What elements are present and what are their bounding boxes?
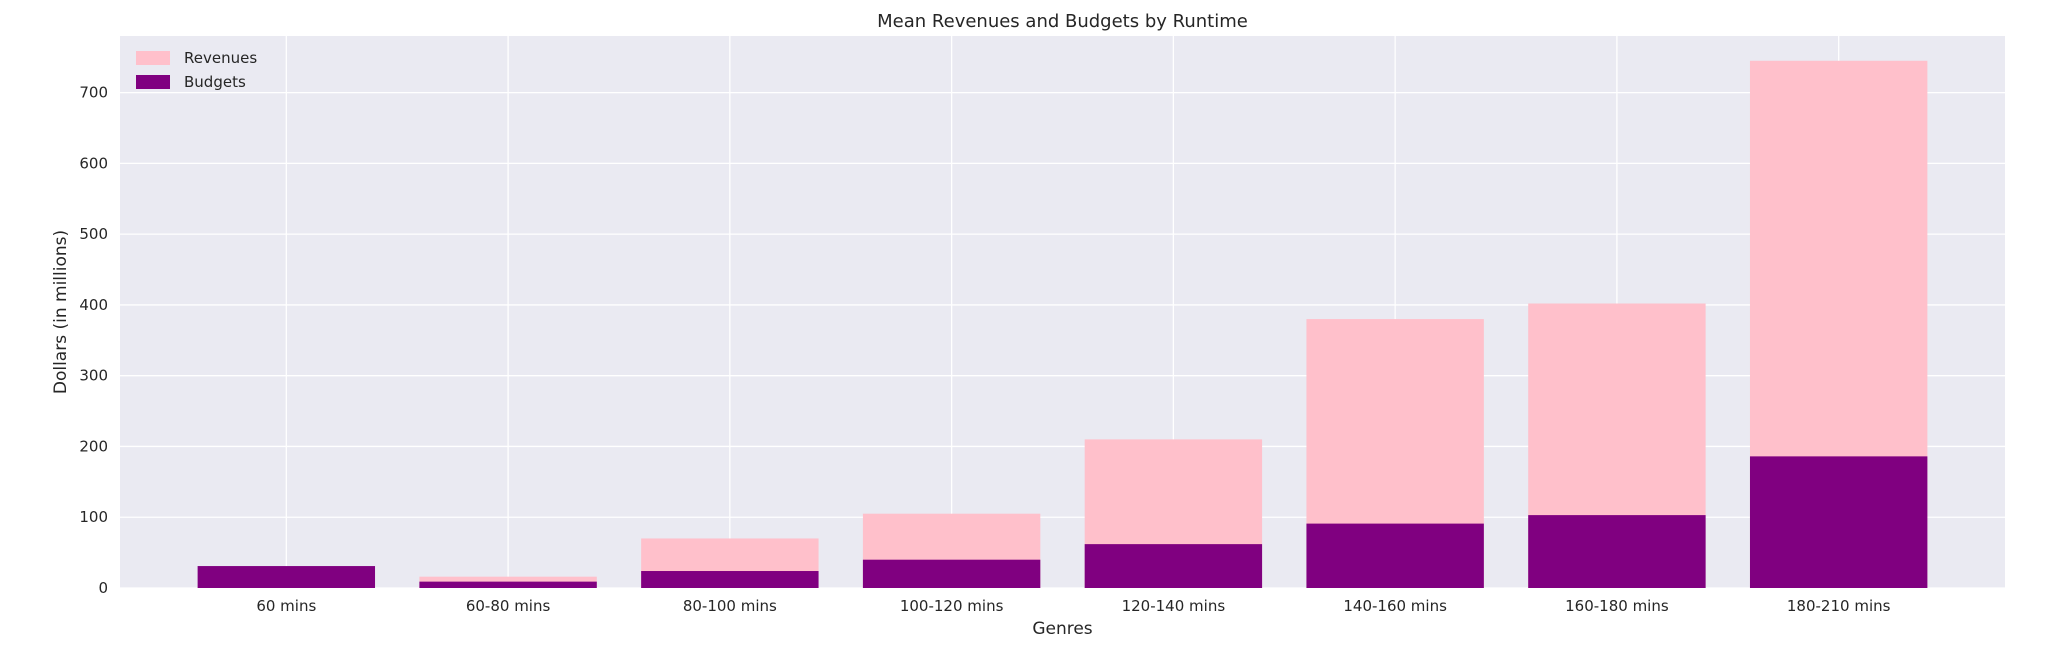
y-tick-label: 200 — [79, 437, 108, 455]
legend-swatch-budgets — [136, 75, 170, 89]
y-tick-label: 0 — [98, 579, 108, 597]
y-axis-ticks: 0 100 200 300 400 500 600 700 — [79, 84, 108, 597]
budgets-bar — [862, 559, 1041, 588]
plot-area — [120, 36, 2005, 588]
y-tick-label: 600 — [79, 154, 108, 172]
x-tick-label: 60-80 mins — [466, 597, 551, 615]
legend: Revenues Budgets — [136, 49, 257, 91]
budgets-bar — [419, 581, 597, 588]
y-tick-label: 100 — [79, 508, 108, 526]
x-tick-label: 100-120 mins — [900, 597, 1004, 615]
legend-label-budgets: Budgets — [184, 73, 246, 91]
x-tick-label: 80-100 mins — [683, 597, 777, 615]
x-tick-label: 180-210 mins — [1787, 597, 1891, 615]
x-tick-label: 140-160 mins — [1343, 597, 1447, 615]
legend-label-revenues: Revenues — [184, 49, 257, 67]
y-tick-label: 400 — [79, 296, 108, 314]
x-tick-label: 60 mins — [256, 597, 316, 615]
budgets-bar — [1306, 523, 1484, 588]
y-tick-label: 300 — [79, 367, 108, 385]
x-tick-label: 160-180 mins — [1565, 597, 1669, 615]
budgets-bar — [197, 566, 376, 588]
legend-swatch-revenues — [136, 51, 170, 65]
budgets-bar — [1749, 456, 1928, 588]
y-tick-label: 700 — [79, 84, 108, 102]
budgets-bar — [1528, 515, 1706, 588]
bars — [197, 60, 1928, 589]
y-axis-label: Dollars (in millions) — [51, 230, 71, 394]
budgets-bar — [641, 571, 819, 588]
chart-title: Mean Revenues and Budgets by Runtime — [877, 11, 1248, 32]
x-axis-label: Genres — [1032, 619, 1092, 639]
x-axis-ticks: 60 mins 60-80 mins 80-100 mins 100-120 mins… — [256, 597, 1890, 615]
x-tick-label: 120-140 mins — [1122, 597, 1226, 615]
y-tick-label: 500 — [79, 225, 108, 243]
budgets-bar — [1084, 544, 1263, 588]
